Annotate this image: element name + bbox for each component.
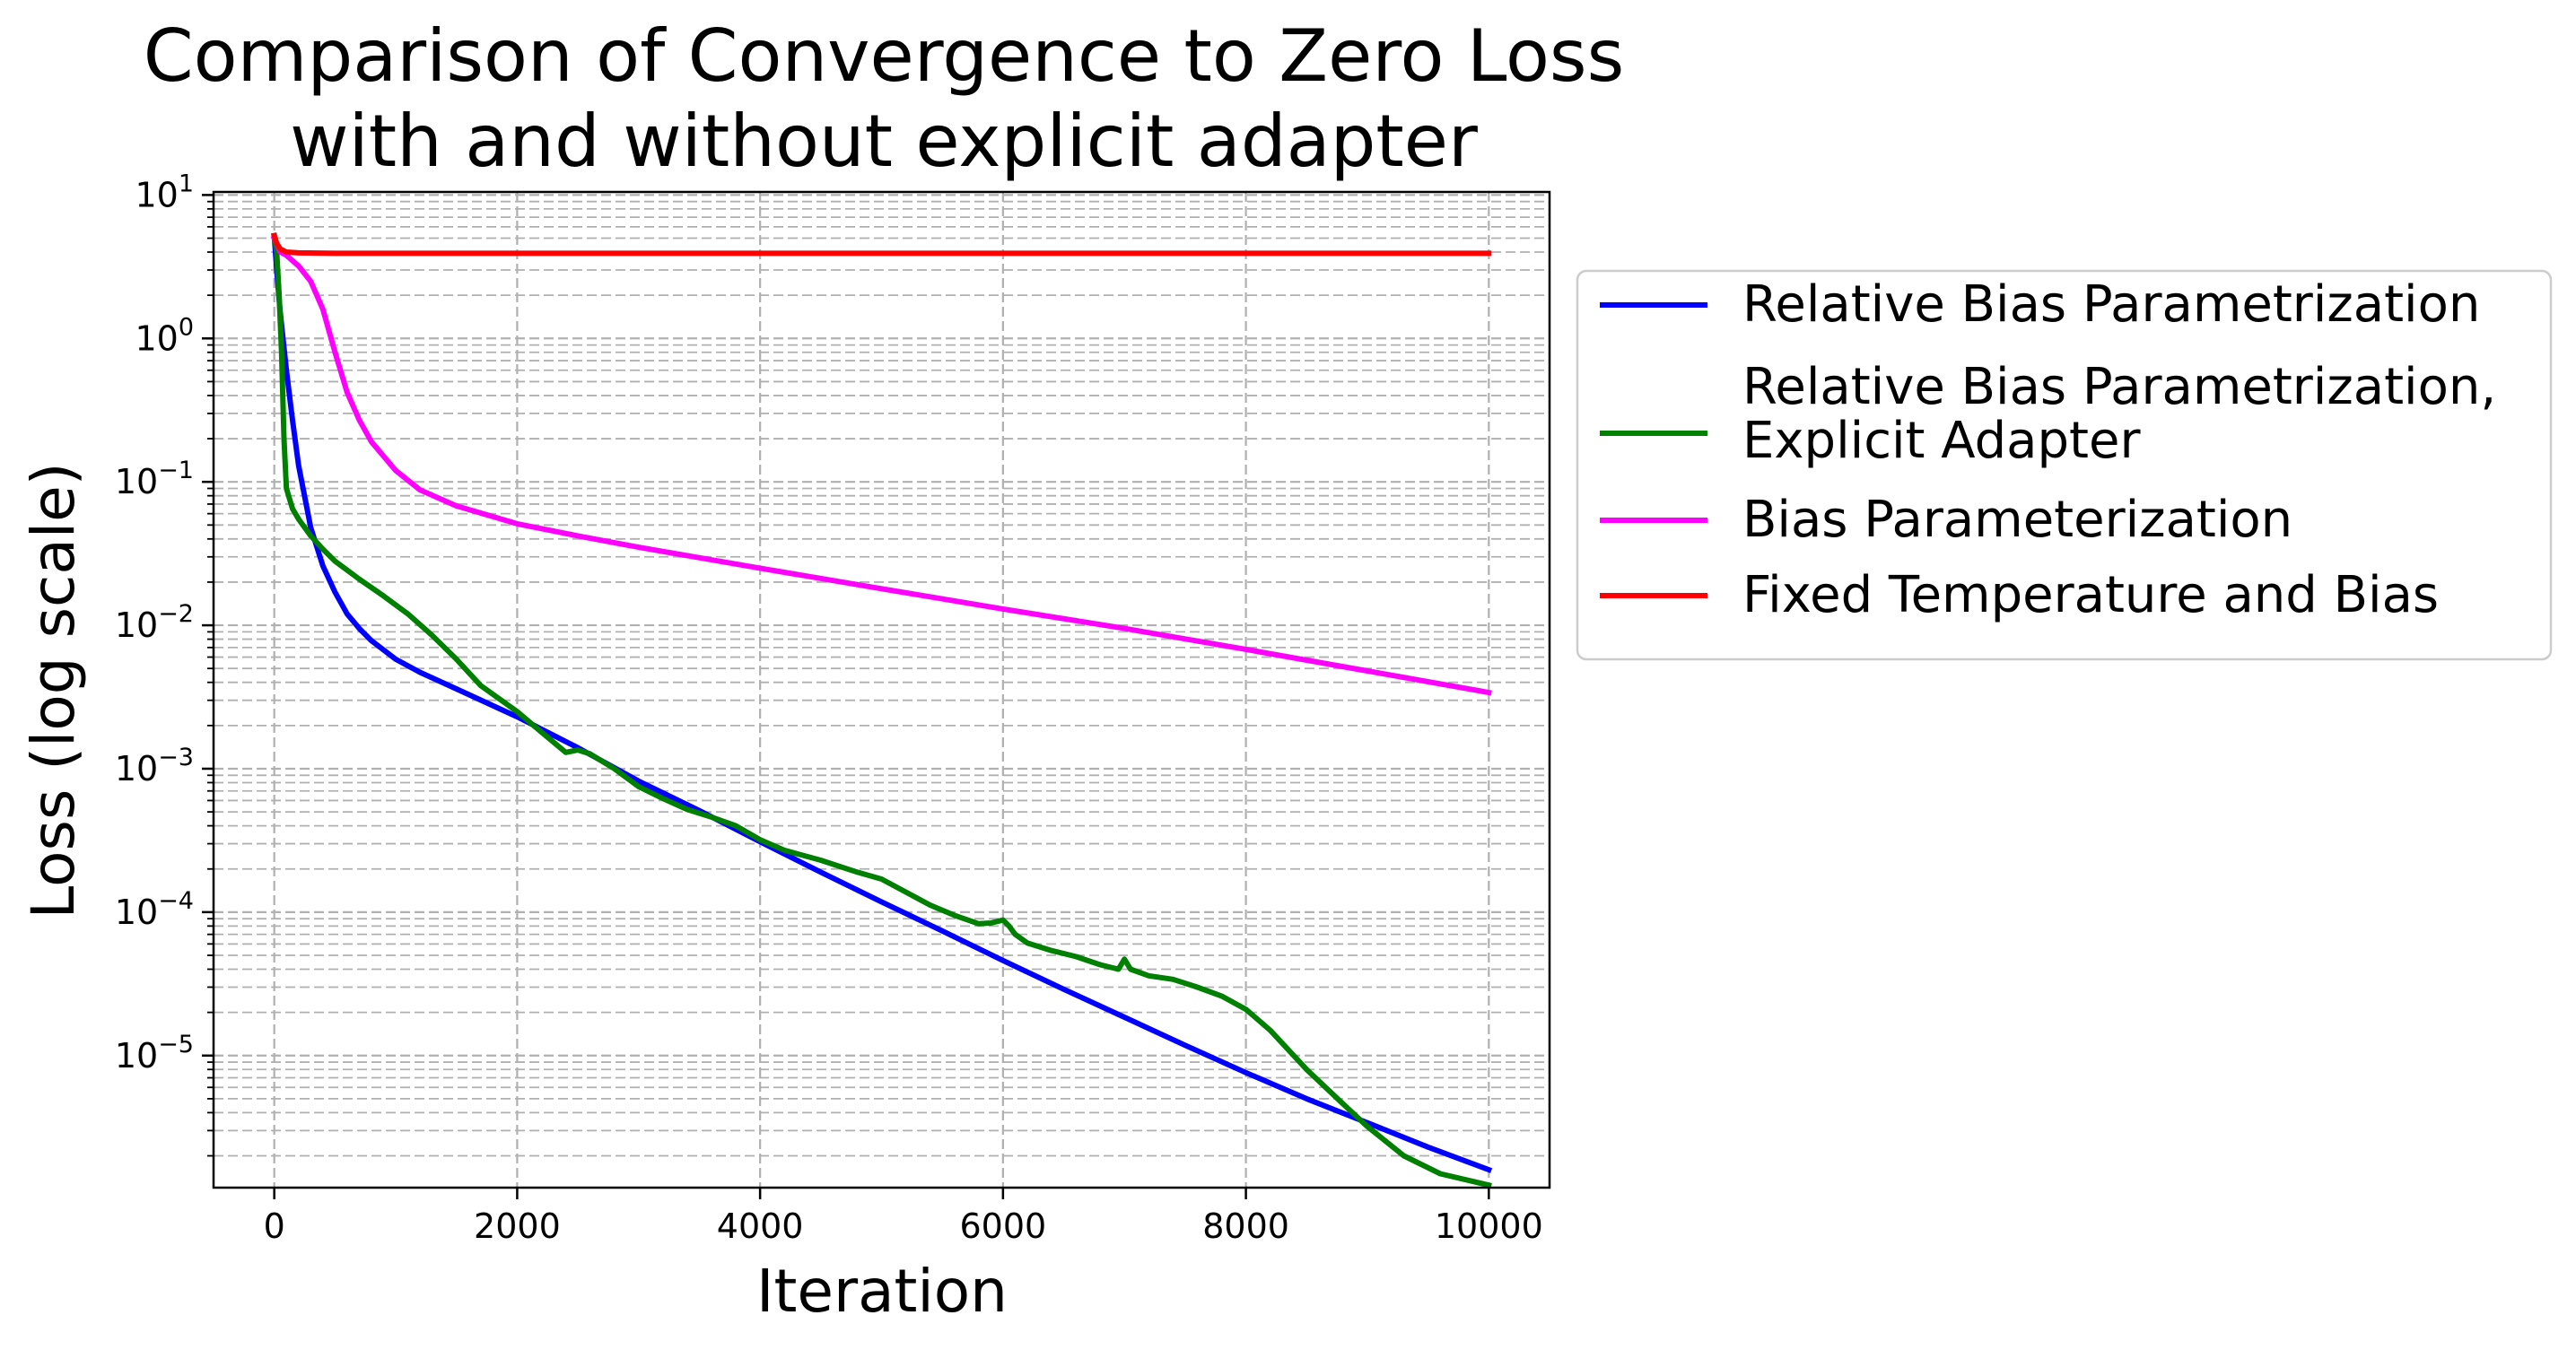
legend-frame [1576,269,2553,661]
legend-label-2: Relative Bias Parametrization, Explicit A… [1742,358,2496,470]
axis-ticks: 0 2000 4000 6000 8000 10000 101 100 10−1 10−2 10−3… [115,170,1543,1246]
series-line-2 [271,232,1492,1189]
y-tick-label: 100 [135,313,194,358]
chart-title-line-1: Comparison of Convergence to Zero Loss [144,14,1625,98]
plot-frame [212,190,1551,1189]
y-tick-label: 10−3 [115,744,194,788]
x-axis-label: Iteration [756,1257,1008,1326]
x-tick-label: 2000 [474,1206,561,1246]
legend: Relative Bias Parametrization Relative Bi… [1576,269,2553,661]
legend-label-3: Bias Parameterization [1742,491,2292,549]
x-tick-label: 0 [264,1206,285,1246]
legend-label-1: Relative Bias Parametrization [1742,275,2480,334]
series-line-4 [270,232,1492,257]
x-tick-label: 6000 [960,1206,1047,1246]
y-tick-label: 10−1 [115,457,194,501]
y-tick-label: 10−4 [115,887,194,932]
chart-title-line-2: with and without explicit adapter [290,100,1478,183]
plot-series [270,232,1493,1189]
y-tick-label: 10−5 [115,1031,194,1076]
y-tick-label: 101 [135,170,194,214]
legend-label-4: Fixed Temperature and Bias [1742,566,2439,624]
series-line-3 [270,234,1492,696]
y-axis-label: Loss (log scale) [19,463,88,919]
x-tick-label: 4000 [717,1206,804,1246]
x-tick-label: 8000 [1202,1206,1289,1246]
y-tick-label: 10−2 [115,600,194,645]
series-line-1 [271,232,1493,1173]
x-tick-label: 10000 [1435,1206,1543,1246]
